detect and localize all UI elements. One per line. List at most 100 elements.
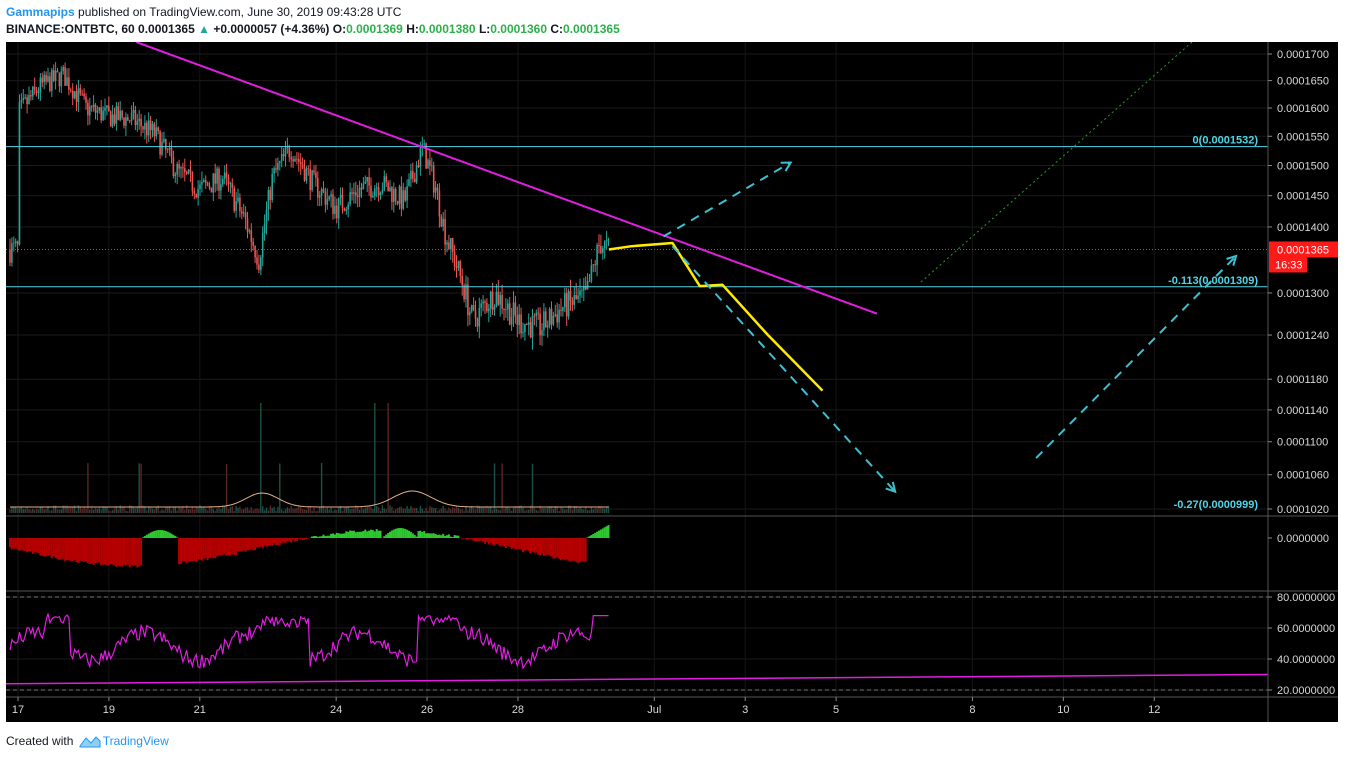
macd-bar — [88, 538, 91, 565]
volume-bar — [490, 506, 492, 513]
volume-bar — [26, 507, 28, 513]
volume-bar — [338, 506, 340, 513]
candle-body — [404, 190, 406, 201]
volume-bar — [100, 509, 102, 513]
candle-body — [484, 301, 486, 303]
candle-body — [13, 242, 15, 244]
volume-bar — [583, 509, 585, 513]
macd-bar — [54, 538, 57, 558]
volume-bar — [531, 463, 534, 513]
volume-bar — [474, 509, 477, 513]
volume-bar — [541, 508, 543, 513]
volume-bar — [212, 509, 214, 513]
volume-bar — [452, 507, 454, 513]
volume-bar — [94, 507, 97, 513]
macd-bar — [282, 538, 285, 543]
volume-bar — [20, 507, 23, 513]
candle-body — [104, 107, 106, 111]
volume-bar — [222, 505, 224, 513]
volume-bar — [503, 508, 505, 513]
macd-bar — [408, 530, 410, 538]
macd-bar — [455, 535, 458, 538]
macd-bar — [204, 538, 207, 559]
candle-body — [552, 315, 555, 325]
candle-body — [204, 180, 207, 183]
volume-bar — [104, 506, 106, 513]
candle-body — [375, 187, 378, 189]
candle-body — [488, 308, 490, 312]
macd-bar — [427, 533, 429, 538]
candle-body — [233, 188, 235, 211]
volume-bar — [535, 510, 537, 513]
macd-bar — [219, 538, 222, 556]
volume-bar — [244, 507, 247, 513]
volume-bar — [168, 506, 171, 513]
volume-bar — [58, 509, 61, 513]
volume-bar — [24, 509, 26, 513]
time-axis[interactable]: 17 19 21 24 26 28 Jul 3 5 8 10 12 — [12, 697, 1161, 716]
symbol-label[interactable]: BINANCE:ONTBTC, 60 — [6, 22, 135, 36]
volume-bar — [404, 508, 406, 513]
candle-body — [298, 159, 300, 162]
volume-bar — [121, 507, 123, 513]
candle-body — [273, 168, 275, 174]
candle-body — [391, 187, 393, 202]
volume-bar — [370, 506, 372, 513]
chart-canvas[interactable]: 0.0001700 0.0001650 0.0001600 0.0001550 0.00… — [6, 42, 1338, 722]
volume-bar — [35, 508, 38, 513]
volume-bar — [216, 508, 218, 513]
volume-bar — [277, 506, 279, 513]
volume-bar — [296, 507, 298, 513]
macd-bar — [138, 538, 141, 567]
macd-bar — [12, 538, 15, 550]
macd-bar — [39, 538, 42, 556]
macd-bar — [539, 538, 542, 556]
volume-bar — [529, 505, 532, 513]
macd-bar — [364, 529, 367, 538]
candle-body — [320, 189, 323, 196]
volume-bar — [362, 509, 365, 513]
macd-bar — [316, 536, 319, 538]
candle-body — [182, 167, 184, 169]
candle-body — [96, 110, 99, 113]
publisher-name[interactable]: Gammapips — [6, 5, 75, 19]
macd-bar — [83, 538, 86, 562]
tradingview-brand[interactable]: TradingView — [102, 734, 169, 748]
volume-bar — [123, 507, 125, 513]
macd-bar — [366, 531, 369, 538]
volume-bar — [581, 508, 583, 513]
macd-bar — [421, 531, 424, 538]
macd-bar — [37, 538, 40, 554]
volume-bar — [554, 506, 556, 513]
macd-bar — [373, 531, 376, 538]
macd-bar — [599, 529, 602, 538]
macd-bar — [48, 538, 51, 556]
candle-body — [28, 95, 30, 105]
macd-bar — [417, 531, 420, 538]
candle-body — [455, 266, 458, 268]
volume-bar — [596, 508, 598, 513]
volume-bar — [243, 509, 245, 513]
volume-bar — [501, 463, 503, 513]
candle-body — [87, 102, 89, 116]
candle-body — [136, 121, 139, 125]
volume-bar — [75, 510, 78, 513]
macd-bar — [210, 538, 213, 558]
macd-bar — [10, 538, 13, 550]
volume-bar — [233, 510, 235, 513]
pane-separators — [6, 42, 1338, 722]
macd-bar — [590, 535, 593, 538]
time-tick-label: 21 — [194, 704, 206, 716]
countdown-text: 16:33 — [1275, 259, 1303, 271]
macd-bar — [503, 538, 505, 547]
chart-svg[interactable]: 0.0001700 0.0001650 0.0001600 0.0001550 0.00… — [6, 42, 1338, 722]
rsi-tick-label: 40.0000000 — [1277, 654, 1335, 666]
volume-bar — [51, 510, 53, 513]
dashed-arrow-line — [662, 161, 792, 238]
volume-bar — [311, 510, 313, 513]
volume-bar — [602, 507, 604, 513]
volume-bar — [206, 510, 209, 513]
volume-bar — [446, 510, 448, 513]
macd-bar — [92, 538, 95, 565]
price-axis[interactable]: 0.0001700 0.0001650 0.0001600 0.0001550 0.00… — [1268, 49, 1335, 697]
